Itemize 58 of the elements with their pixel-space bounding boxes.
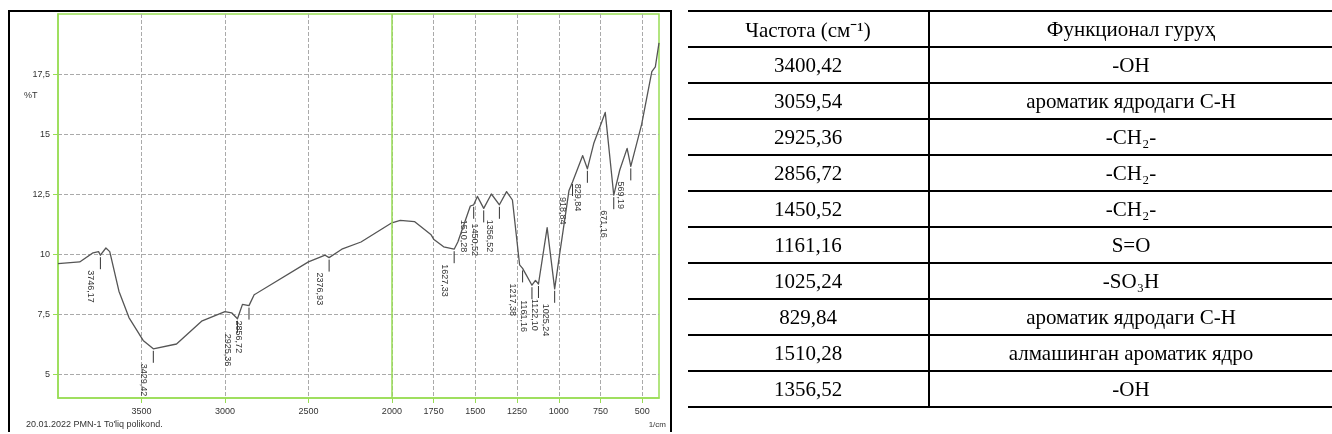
annotation: 1627,33 bbox=[439, 264, 450, 297]
text: 1356,52 bbox=[773, 376, 843, 401]
annotation: 3429,42 bbox=[138, 363, 149, 397]
text: 20.01.2022 PMN-1 To'liq polikond. bbox=[26, 418, 163, 429]
y-tick-label: 17,5 bbox=[32, 69, 50, 79]
text: ароматик ядродаги C-H bbox=[1026, 304, 1236, 329]
annotation: 3746,17 bbox=[85, 270, 96, 303]
text: 1025,24 bbox=[773, 268, 843, 293]
annotation: 1217,38 bbox=[508, 283, 519, 316]
annotation: 2376,93 bbox=[314, 272, 325, 306]
text: 1161,16 bbox=[774, 232, 842, 257]
x-tick-label: 750 bbox=[593, 405, 609, 416]
annotation: 1450,52 bbox=[470, 223, 481, 256]
y-tick-label: 15 bbox=[39, 129, 50, 139]
text: алмашинган ароматик ядро bbox=[1008, 340, 1254, 365]
annotation: 1510,28 bbox=[459, 219, 470, 253]
text: 1450,52 bbox=[773, 196, 843, 221]
annotation: 1161,16 bbox=[519, 300, 530, 333]
text: 1510,28 bbox=[773, 340, 843, 365]
y-tick-label: 7,5 bbox=[37, 309, 50, 319]
x-tick-label: 1000 bbox=[548, 405, 569, 416]
category-label: Функционал гуруҳ bbox=[929, 11, 1332, 47]
x-axis-title: 1/cm bbox=[648, 419, 667, 429]
y-axis-title: %T bbox=[24, 89, 38, 100]
x-tick-label: 500 bbox=[634, 405, 650, 416]
y-tick-label: 5 bbox=[44, 369, 50, 379]
annotation: 829,84 bbox=[572, 183, 583, 212]
annotation: 569,19 bbox=[616, 181, 627, 209]
text: -SO₃H bbox=[1102, 268, 1160, 293]
text: 829,84 bbox=[779, 304, 837, 329]
text: -OH bbox=[1112, 376, 1150, 401]
text: -CH₂- bbox=[1105, 160, 1157, 185]
y-tick-label: 10 bbox=[39, 249, 50, 259]
annotation: 1122,10 bbox=[530, 299, 541, 331]
text: ароматик ядродаги C-H bbox=[1026, 88, 1236, 113]
text: 3059,54 bbox=[773, 88, 843, 113]
text: S=O bbox=[1111, 232, 1151, 257]
text: -OH bbox=[1112, 52, 1150, 77]
text: 3400,42 bbox=[773, 52, 843, 77]
category-label: Частота (см⁻¹) bbox=[688, 11, 929, 47]
x-tick-label: 1250 bbox=[507, 405, 528, 416]
text: -CH₂- bbox=[1105, 124, 1157, 149]
x-tick-label: 2500 bbox=[298, 405, 319, 416]
annotation: 2925,36 bbox=[222, 333, 233, 367]
x-tick-label: 3000 bbox=[214, 405, 235, 416]
x-tick-label: 3500 bbox=[131, 405, 152, 416]
annotation: 2856,72 bbox=[234, 320, 245, 354]
x-tick-label: 1750 bbox=[423, 405, 444, 416]
text: 2856,72 bbox=[773, 160, 843, 185]
x-tick-label: 2000 bbox=[381, 405, 402, 416]
annotation: 918,84 bbox=[558, 197, 569, 225]
annotation: 1356,52 bbox=[484, 219, 495, 253]
text: 2925,36 bbox=[773, 124, 843, 149]
annotation: 671,16 bbox=[599, 210, 610, 238]
y-tick-label: 12,5 bbox=[32, 189, 50, 199]
x-tick-label: 1500 bbox=[465, 405, 486, 416]
annotation: 1025,24 bbox=[541, 303, 552, 337]
text: -CH₂- bbox=[1105, 196, 1157, 221]
